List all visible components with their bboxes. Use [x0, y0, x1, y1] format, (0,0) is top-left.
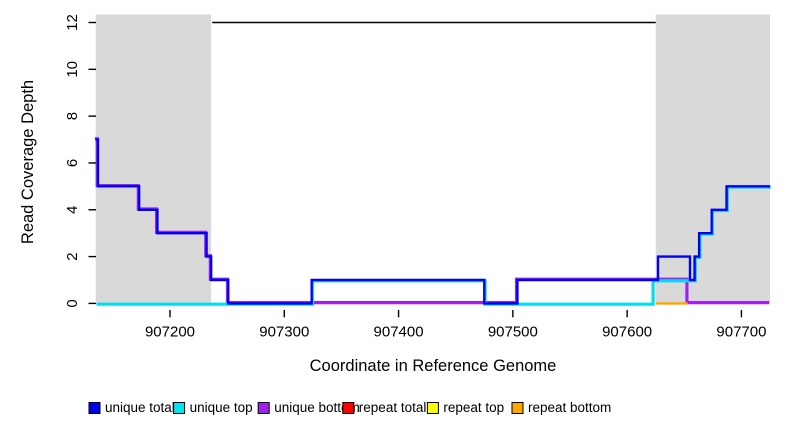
- y-axis-tick-label: 10: [64, 61, 81, 78]
- legend-label-repeat-bottom: repeat bottom: [528, 400, 611, 415]
- legend-label-repeat-top: repeat top: [443, 400, 504, 415]
- x-axis-tick-label: 907200: [145, 324, 195, 341]
- legend-swatch-unique-top: [173, 402, 186, 414]
- x-axis-tick-label: 907300: [259, 324, 309, 341]
- y-axis-tick-label: 8: [64, 112, 81, 120]
- x-axis-title: Coordinate in Reference Genome: [310, 357, 557, 375]
- repeat-region-shade: [655, 14, 770, 304]
- legend-label-unique-total: unique total: [105, 400, 175, 415]
- y-axis-tick-label: 6: [64, 159, 81, 167]
- x-axis-tick-label: 907400: [374, 324, 424, 341]
- y-axis-title: Read Coverage Depth: [19, 80, 37, 244]
- x-axis-tick-label: 907600: [602, 324, 652, 341]
- x-axis-tick-label: 907500: [488, 324, 538, 341]
- legend-swatch-repeat-total: [342, 402, 355, 414]
- legend-label-repeat-total: repeat total: [359, 400, 427, 415]
- legend-swatch-repeat-top: [426, 402, 439, 414]
- y-axis-tick-label: 0: [64, 299, 81, 307]
- series-line-unique-total: [95, 138, 770, 305]
- y-axis-tick-label: 4: [64, 206, 81, 214]
- legend-label-unique-top: unique top: [190, 400, 253, 415]
- y-axis-tick-label: 12: [64, 14, 81, 31]
- repeat-region-shade: [95, 14, 212, 304]
- y-axis-tick-label: 2: [64, 252, 81, 260]
- legend-swatch-unique-bottom: [257, 402, 270, 414]
- legend-swatch-repeat-bottom: [511, 402, 524, 414]
- legend-swatch-unique-total: [88, 402, 101, 414]
- legend-label-unique-bottom: unique bottom: [274, 400, 360, 415]
- x-axis-tick-label: 907700: [716, 324, 766, 341]
